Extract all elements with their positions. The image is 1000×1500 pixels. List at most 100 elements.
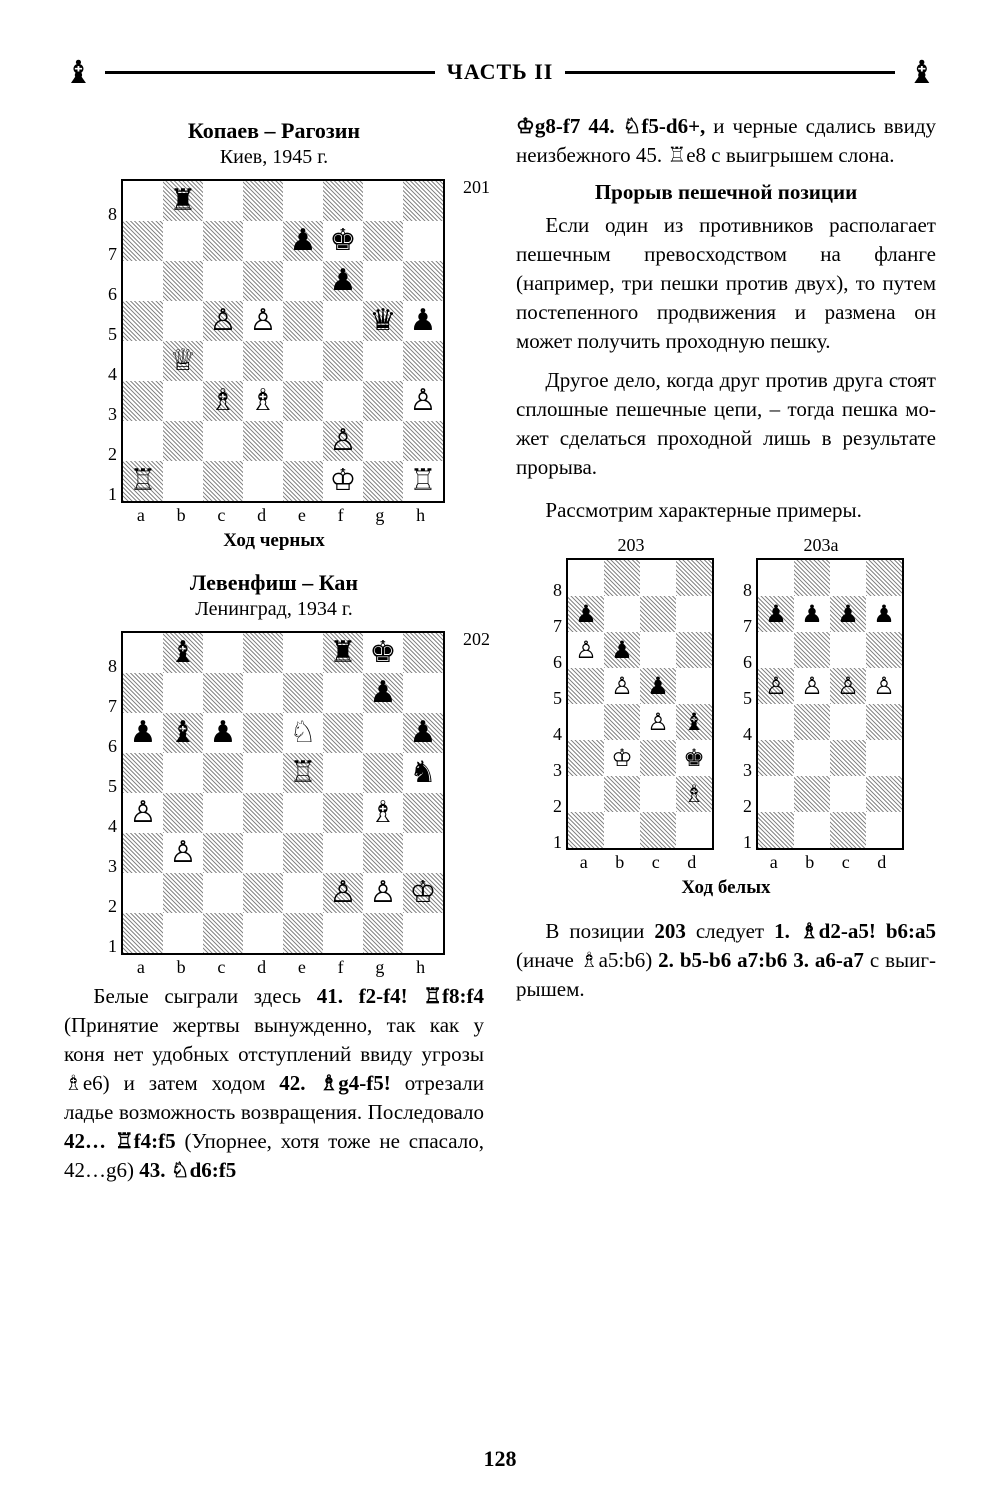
- square: ♙: [568, 632, 604, 668]
- square: [163, 421, 203, 461]
- square: [123, 833, 163, 873]
- square: ♖: [123, 461, 163, 501]
- square: [640, 776, 676, 812]
- header-rule-right: [565, 71, 895, 74]
- square: [243, 221, 283, 261]
- square: [403, 221, 443, 261]
- game-subtitle: Киев, 1945 г.: [64, 146, 484, 169]
- rank-labels: 87654321: [738, 571, 752, 859]
- analysis-text: Белые сыграли здесь 41. f2-f4! ♖f8:f4 (П…: [64, 982, 484, 1185]
- square: ♙: [640, 704, 676, 740]
- square: [203, 633, 243, 673]
- square: [323, 673, 363, 713]
- square: ♗: [363, 793, 403, 833]
- body-text: Другое дело, когда друг про­тив друга ст…: [516, 366, 936, 482]
- square: [243, 341, 283, 381]
- ref: 203: [654, 919, 686, 943]
- square: [363, 181, 403, 221]
- square: ♝: [163, 633, 203, 673]
- analysis-text: ♔g8-f7 44. ♘f5-d6+, и черные сдались вви…: [516, 112, 936, 170]
- square: [830, 740, 866, 776]
- diagram-number: 202: [463, 629, 490, 650]
- square: [640, 632, 676, 668]
- square: [203, 421, 243, 461]
- square: ♙: [758, 668, 794, 704]
- page-number: 128: [0, 1446, 1000, 1472]
- square: ♟: [203, 713, 243, 753]
- diagram-201: 87654321 ♜♟♚♟♙♙♛♟♕♗♗♙♙♖♔♖ abcdefgh 201: [64, 179, 484, 526]
- square: [403, 341, 443, 381]
- square: ♛: [363, 301, 403, 341]
- square: [283, 873, 323, 913]
- square: [203, 753, 243, 793]
- square: [363, 461, 403, 501]
- square: [363, 753, 403, 793]
- square: [794, 560, 830, 596]
- square: [243, 913, 283, 953]
- square: [163, 261, 203, 301]
- square: ♙: [830, 668, 866, 704]
- square: [323, 793, 363, 833]
- move: 2. b5-b6 a7:b6 3. a6-a7: [658, 948, 864, 972]
- square: [758, 776, 794, 812]
- square: ♟: [403, 713, 443, 753]
- bishop-icon: ♝: [907, 56, 936, 88]
- square: [866, 776, 902, 812]
- square: [283, 833, 323, 873]
- move: 41. f2-f4! ♖f8:f4: [317, 984, 484, 1008]
- square: [604, 776, 640, 812]
- square: [323, 181, 363, 221]
- square: [123, 673, 163, 713]
- square: [568, 704, 604, 740]
- square: [866, 740, 902, 776]
- file-labels: abcd: [566, 852, 710, 873]
- square: [363, 713, 403, 753]
- square: [203, 461, 243, 501]
- square: [676, 596, 712, 632]
- square: [283, 381, 323, 421]
- body-text: Если один из противников располагает пеш…: [516, 211, 936, 356]
- square: [403, 421, 443, 461]
- body-text: Рассмотрим характерные при­меры.: [516, 496, 936, 525]
- square: ♟: [403, 301, 443, 341]
- text: следует: [686, 919, 774, 943]
- square: ♙: [203, 301, 243, 341]
- square: ♝: [676, 704, 712, 740]
- bishop-icon: ♝: [64, 56, 93, 88]
- square: [203, 873, 243, 913]
- chess-board-half: ♟♙♟♙♟♙♝♔♚♗: [566, 558, 714, 850]
- square: [568, 776, 604, 812]
- square: ♙: [794, 668, 830, 704]
- square: [283, 633, 323, 673]
- square: [203, 673, 243, 713]
- text: (иначе ♗a5:b6): [516, 948, 658, 972]
- square: [640, 596, 676, 632]
- move: 42… ♖f4:f5: [64, 1129, 176, 1153]
- square: [123, 753, 163, 793]
- square: [163, 913, 203, 953]
- square: [243, 873, 283, 913]
- square: [323, 341, 363, 381]
- square: ♚: [363, 633, 403, 673]
- square: [403, 181, 443, 221]
- square: [830, 812, 866, 848]
- square: ♔: [403, 873, 443, 913]
- square: [830, 632, 866, 668]
- square: [363, 833, 403, 873]
- square: [758, 632, 794, 668]
- square: ♙: [243, 301, 283, 341]
- diagram-caption: Ход черных: [64, 530, 484, 552]
- right-column: ♔g8-f7 44. ♘f5-d6+, и черные сдались вви…: [516, 112, 936, 1195]
- square: [676, 560, 712, 596]
- square: [323, 833, 363, 873]
- game-subtitle: Ленинград, 1934 г.: [64, 598, 484, 621]
- square: [866, 812, 902, 848]
- square: [123, 873, 163, 913]
- move: ♔g8-f7 44. ♘f5-d6+,: [516, 114, 705, 138]
- square: [363, 913, 403, 953]
- square: ♙: [123, 793, 163, 833]
- square: ♟: [830, 596, 866, 632]
- square: [283, 461, 323, 501]
- chess-board: ♝♜♚♟♟♝♟♘♟♖♞♙♗♙♙♙♔: [121, 631, 445, 955]
- two-column-layout: Копаев – Рагозин Киев, 1945 г. 87654321 …: [64, 112, 936, 1195]
